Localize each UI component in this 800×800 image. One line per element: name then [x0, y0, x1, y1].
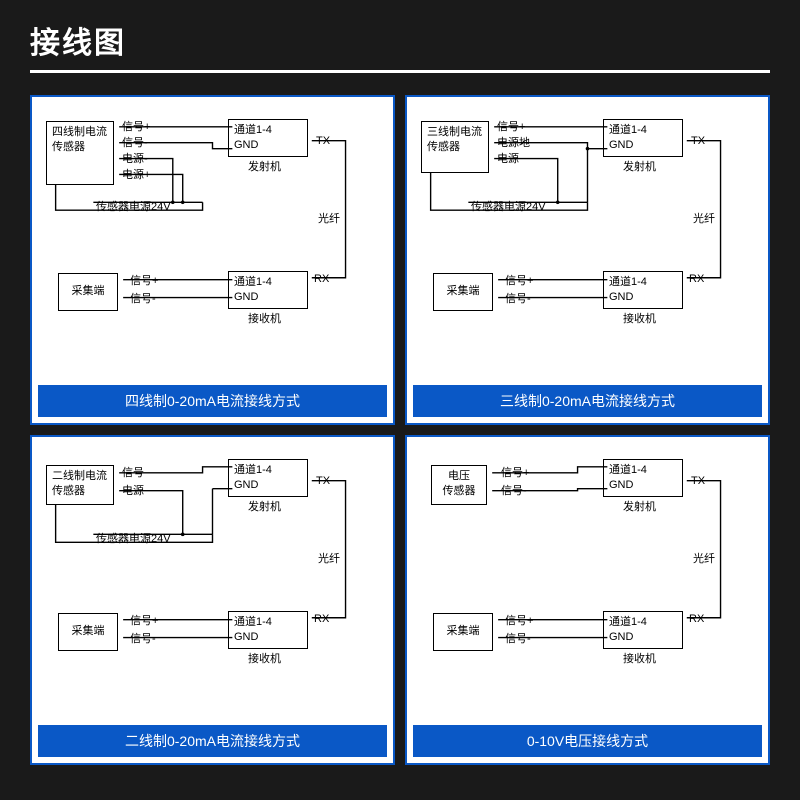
transmitter-label: 发射机 [248, 501, 281, 513]
collector-box: 采集端 [58, 273, 118, 311]
caption: 三线制0-20mA电流接线方式 [413, 385, 762, 417]
receiver-box: 通道1-4GND [603, 611, 683, 649]
sensor-box: 四线制电流传感器 [46, 121, 114, 185]
sig-pos-label: 信号+ [505, 615, 533, 627]
tx-pin: TX [691, 475, 705, 487]
collector-box: 采集端 [433, 273, 493, 311]
tx-pin: TX [691, 135, 705, 147]
transmitter-label: 发射机 [623, 161, 656, 173]
transmitter-box: 通道1-4GND [603, 119, 683, 157]
sig-pos-label: 信号+ [130, 275, 158, 287]
pin-label: 信号- [501, 485, 527, 497]
pin-label: 电源+ [122, 169, 150, 181]
transmitter-label: 发射机 [248, 161, 281, 173]
sig-neg-label: 信号- [130, 293, 156, 305]
receiver-box: 通道1-4GND [228, 611, 308, 649]
power-label: 传感器电源24V [96, 201, 171, 213]
sig-pos-label: 信号+ [130, 615, 158, 627]
panel-two-wire: 二线制电流传感器 信号 电源 传感器电源24V 通道1-4GND TX 发射机 … [30, 435, 395, 765]
collector-box: 采集端 [58, 613, 118, 651]
receiver-label: 接收机 [623, 313, 656, 325]
panel-voltage: 电压传感器 信号+ 信号- 通道1-4GND TX 发射机 光纤 采集端 信号+… [405, 435, 770, 765]
diagram-voltage: 电压传感器 信号+ 信号- 通道1-4GND TX 发射机 光纤 采集端 信号+… [413, 443, 762, 721]
power-label: 传感器电源24V [96, 533, 171, 545]
pin-label: 信号+ [501, 467, 529, 479]
transmitter-box: 通道1-4GND [228, 119, 308, 157]
pin-label: 信号 [122, 467, 144, 479]
diagram-grid: 四线制电流传感器 信号+ 信号- 电源- 电源+ 传感器电源24V 通道1-4G… [0, 83, 800, 795]
transmitter-label: 发射机 [623, 501, 656, 513]
caption: 二线制0-20mA电流接线方式 [38, 725, 387, 757]
caption: 0-10V电压接线方式 [413, 725, 762, 757]
fiber-label: 光纤 [318, 553, 340, 565]
rx-pin: RX [689, 613, 704, 625]
receiver-box: 通道1-4GND [228, 271, 308, 309]
tx-pin: TX [316, 475, 330, 487]
caption: 四线制0-20mA电流接线方式 [38, 385, 387, 417]
pin-label: 电源 [122, 485, 144, 497]
header: 接线图 [0, 0, 800, 83]
fiber-label: 光纤 [318, 213, 340, 225]
sig-neg-label: 信号- [130, 633, 156, 645]
sig-pos-label: 信号+ [505, 275, 533, 287]
rx-pin: RX [689, 273, 704, 285]
transmitter-box: 通道1-4GND [228, 459, 308, 497]
pin-label: 信号+ [122, 121, 150, 133]
receiver-label: 接收机 [248, 313, 281, 325]
sig-neg-label: 信号- [505, 293, 531, 305]
power-label: 传感器电源24V [471, 201, 546, 213]
diagram-three-wire: 三线制电流传感器 信号+ 电源地 电源 传感器电源24V 通道1-4GND TX… [413, 103, 762, 381]
sig-neg-label: 信号- [505, 633, 531, 645]
diagram-four-wire: 四线制电流传感器 信号+ 信号- 电源- 电源+ 传感器电源24V 通道1-4G… [38, 103, 387, 381]
receiver-label: 接收机 [623, 653, 656, 665]
fiber-label: 光纤 [693, 213, 715, 225]
receiver-box: 通道1-4GND [603, 271, 683, 309]
pin-label: 信号+ [497, 121, 525, 133]
collector-box: 采集端 [433, 613, 493, 651]
pin-label: 电源 [497, 153, 519, 165]
pin-label: 电源- [122, 153, 148, 165]
diagram-two-wire: 二线制电流传感器 信号 电源 传感器电源24V 通道1-4GND TX 发射机 … [38, 443, 387, 721]
sensor-box: 三线制电流传感器 [421, 121, 489, 173]
tx-pin: TX [316, 135, 330, 147]
rx-pin: RX [314, 613, 329, 625]
panel-four-wire: 四线制电流传感器 信号+ 信号- 电源- 电源+ 传感器电源24V 通道1-4G… [30, 95, 395, 425]
page-title: 接线图 [30, 27, 126, 60]
panel-three-wire: 三线制电流传感器 信号+ 电源地 电源 传感器电源24V 通道1-4GND TX… [405, 95, 770, 425]
transmitter-box: 通道1-4GND [603, 459, 683, 497]
fiber-label: 光纤 [693, 553, 715, 565]
pin-label: 信号- [122, 137, 148, 149]
pin-label: 电源地 [497, 137, 530, 149]
rx-pin: RX [314, 273, 329, 285]
sensor-box: 电压传感器 [431, 465, 487, 505]
receiver-label: 接收机 [248, 653, 281, 665]
sensor-box: 二线制电流传感器 [46, 465, 114, 505]
